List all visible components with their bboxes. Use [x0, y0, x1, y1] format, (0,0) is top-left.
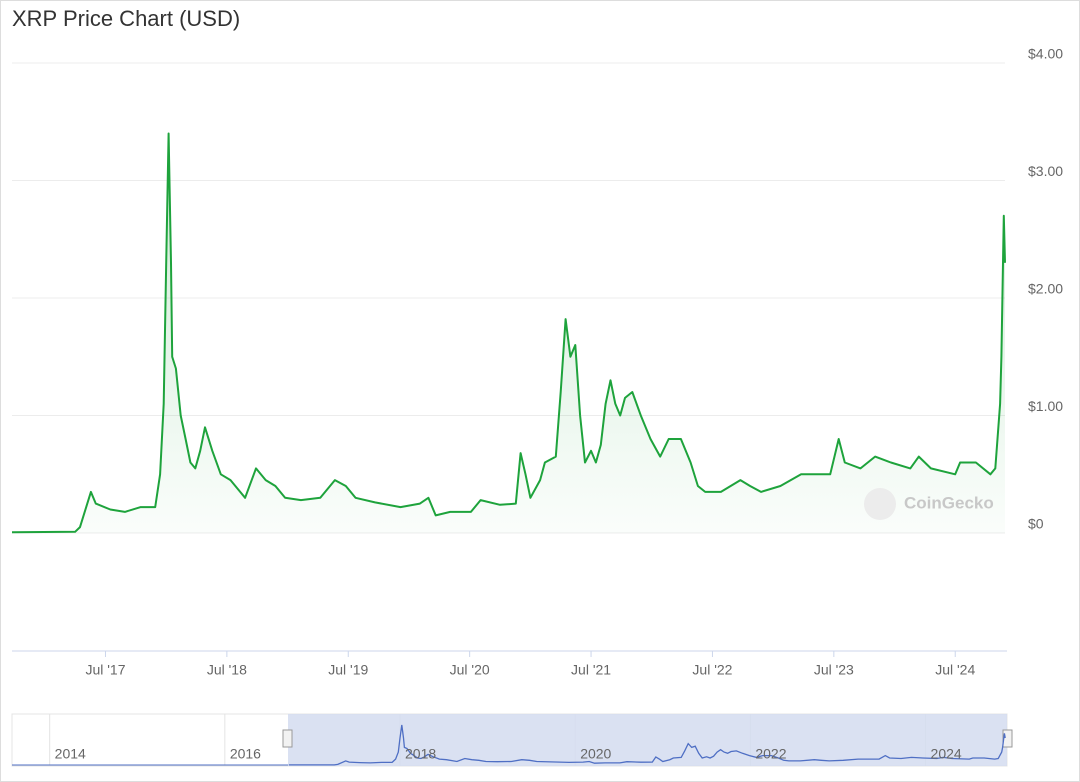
- x-tick-label: Jul '19: [328, 662, 368, 678]
- y-tick-label: $0: [1028, 516, 1044, 532]
- x-tick-label: Jul '23: [814, 662, 854, 678]
- navigator-tick-label: 2016: [230, 746, 261, 762]
- y-tick-label: $1.00: [1028, 398, 1063, 414]
- y-tick-label: $2.00: [1028, 281, 1063, 297]
- navigator-tick-label: 2022: [755, 746, 786, 762]
- navigator-tick-label: 2020: [580, 746, 611, 762]
- navigator-tick-label: 2024: [931, 746, 962, 762]
- y-tick-label: $3.00: [1028, 163, 1063, 179]
- area-fill: [12, 133, 1005, 533]
- navigator-line: [288, 724, 1006, 766]
- watermark: CoinGecko: [904, 493, 994, 512]
- x-tick-label: Jul '21: [571, 662, 611, 678]
- navigator-handle[interactable]: [282, 729, 293, 748]
- y-tick-label: $4.00: [1028, 46, 1063, 62]
- watermark-logo: [864, 488, 896, 520]
- navigator-handle[interactable]: [1002, 729, 1013, 748]
- chart-title: XRP Price Chart (USD): [12, 6, 240, 31]
- x-tick-label: Jul '20: [450, 662, 490, 678]
- navigator-tick-label: 2018: [405, 746, 436, 762]
- price-line: [11, 132, 1006, 534]
- x-tick-label: Jul '22: [692, 662, 732, 678]
- navigator-tick-label: 2014: [55, 746, 86, 762]
- x-tick-label: Jul '17: [85, 662, 125, 678]
- x-tick-label: Jul '18: [207, 662, 247, 678]
- x-tick-label: Jul '24: [935, 662, 975, 678]
